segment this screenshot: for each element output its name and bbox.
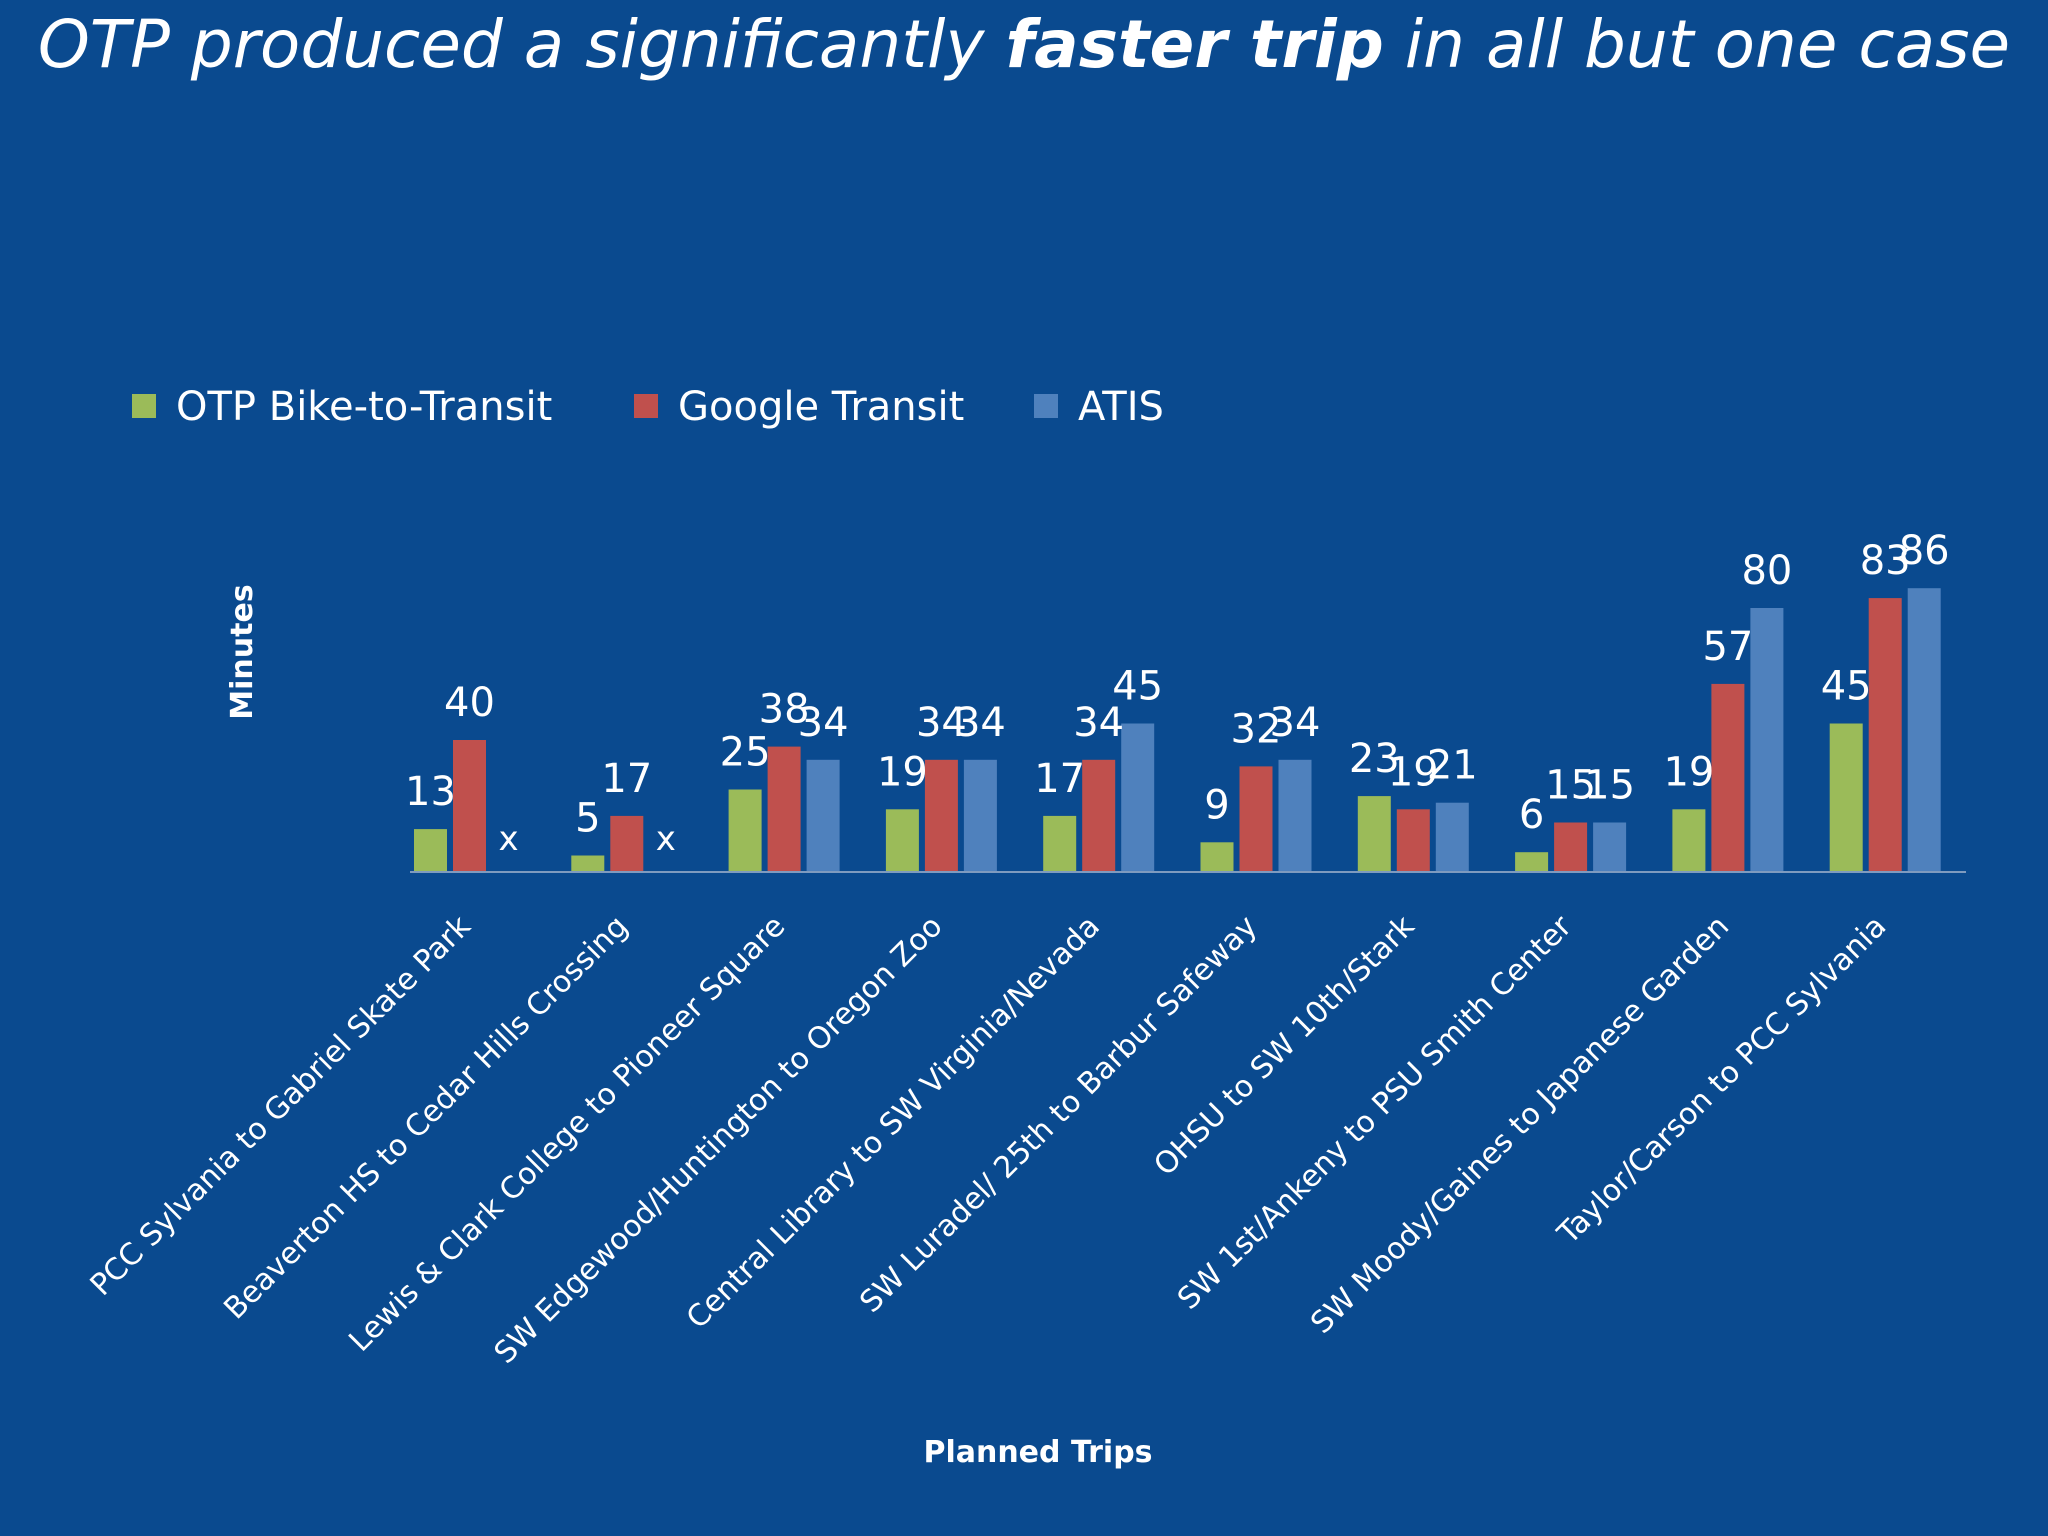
data-label: 80 bbox=[1741, 548, 1792, 594]
title-part-1: OTP produced a significantly bbox=[37, 6, 1006, 83]
data-label: 45 bbox=[1112, 664, 1163, 710]
data-label: 34 bbox=[955, 700, 1006, 746]
data-label: 25 bbox=[720, 730, 771, 776]
legend-label: ATIS bbox=[1078, 384, 1164, 430]
bar-otp-bike-to-transit bbox=[414, 829, 447, 872]
data-label: 34 bbox=[798, 700, 849, 746]
bar-atis bbox=[1435, 802, 1469, 872]
bars bbox=[414, 588, 1941, 872]
legend: OTP Bike-to-Transit Google Transit ATIS bbox=[132, 384, 1164, 430]
data-label: 13 bbox=[405, 769, 456, 815]
bar-google-transit bbox=[1554, 822, 1588, 872]
bar-google-transit bbox=[453, 740, 486, 872]
data-label: 19 bbox=[1663, 749, 1714, 795]
data-label: 23 bbox=[1349, 736, 1400, 782]
data-label: 40 bbox=[444, 680, 495, 726]
missing-value-label: x bbox=[498, 819, 518, 859]
data-label: 34 bbox=[1073, 700, 1124, 746]
bar-google-transit bbox=[1239, 766, 1273, 872]
bar-atis bbox=[963, 759, 997, 872]
data-label: 34 bbox=[916, 700, 967, 746]
bar-atis bbox=[1121, 723, 1155, 872]
bar-atis bbox=[1907, 588, 1941, 872]
bar-google-transit bbox=[767, 746, 801, 872]
data-label: 15 bbox=[1584, 763, 1635, 809]
legend-label: OTP Bike-to-Transit bbox=[176, 384, 552, 430]
data-label: 17 bbox=[1034, 756, 1085, 802]
data-label: 6 bbox=[1519, 792, 1544, 838]
data-label: 19 bbox=[877, 749, 928, 795]
bar-otp-bike-to-transit bbox=[571, 855, 605, 872]
data-label: 32 bbox=[1231, 706, 1282, 752]
legend-label: Google Transit bbox=[678, 384, 964, 430]
bar-otp-bike-to-transit bbox=[1672, 809, 1706, 872]
data-label: 38 bbox=[759, 687, 810, 733]
bar-google-transit bbox=[924, 759, 958, 872]
category-label: Taylor/Carson to PCC Sylvania bbox=[1550, 909, 1893, 1252]
data-label: 86 bbox=[1899, 528, 1950, 574]
legend-swatch bbox=[634, 394, 658, 418]
data-label: 5 bbox=[575, 796, 600, 842]
data-label: 45 bbox=[1821, 664, 1872, 710]
y-axis-title: Minutes bbox=[225, 584, 260, 719]
missing-value-label: x bbox=[656, 819, 676, 859]
bar-google-transit bbox=[610, 815, 644, 872]
bar-atis bbox=[1278, 759, 1312, 872]
data-label: 83 bbox=[1860, 538, 1911, 584]
bar-atis bbox=[1593, 822, 1627, 872]
bar-atis bbox=[806, 759, 840, 872]
data-label: 17 bbox=[601, 756, 652, 802]
title-part-2: in all but one case bbox=[1383, 6, 2011, 83]
title-emphasis: faster trip bbox=[1005, 6, 1384, 83]
data-label: 21 bbox=[1427, 743, 1478, 789]
bar-otp-bike-to-transit bbox=[885, 809, 919, 872]
bar-atis bbox=[1750, 608, 1784, 872]
category-label: OHSU to SW 10th/Stark bbox=[1147, 908, 1421, 1182]
bar-otp-bike-to-transit bbox=[1829, 723, 1863, 872]
data-label: 9 bbox=[1204, 782, 1229, 828]
legend-swatch bbox=[132, 394, 156, 418]
bar-google-transit bbox=[1396, 809, 1430, 872]
bar-otp-bike-to-transit bbox=[1043, 815, 1077, 872]
data-label: 19 bbox=[1388, 749, 1439, 795]
bar-google-transit bbox=[1082, 759, 1116, 872]
data-label: 34 bbox=[1270, 700, 1321, 746]
x-axis-title: Planned Trips bbox=[923, 1435, 1152, 1470]
bar-google-transit bbox=[1868, 598, 1902, 872]
bar-otp-bike-to-transit bbox=[728, 789, 762, 872]
legend-swatch bbox=[1034, 394, 1058, 418]
bar-google-transit bbox=[1711, 683, 1745, 872]
slide-title: OTP produced a significantly faster trip… bbox=[0, 6, 2048, 83]
data-label: 57 bbox=[1702, 624, 1753, 670]
bar-otp-bike-to-transit bbox=[1357, 796, 1391, 872]
bar-otp-bike-to-transit bbox=[1200, 842, 1234, 872]
bar-otp-bike-to-transit bbox=[1515, 852, 1549, 872]
category-labels: PCC Sylvania to Gabriel Skate ParkBeaver… bbox=[84, 908, 1894, 1370]
data-label: 15 bbox=[1545, 763, 1596, 809]
